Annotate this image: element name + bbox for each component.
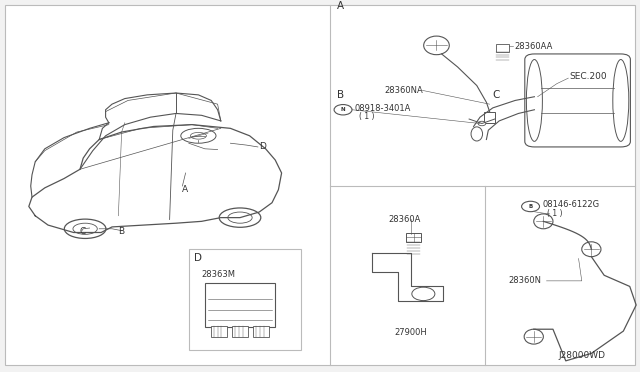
Bar [232, 326, 248, 337]
Text: N: N [340, 107, 346, 112]
Text: 28360AA: 28360AA [514, 42, 552, 51]
Text: 28360NA: 28360NA [384, 86, 423, 95]
Circle shape [478, 121, 486, 126]
Ellipse shape [73, 223, 97, 234]
Ellipse shape [181, 128, 216, 143]
Text: J28000WD: J28000WD [558, 351, 605, 360]
Text: B: B [118, 227, 125, 236]
Ellipse shape [65, 219, 106, 238]
Bar [211, 326, 227, 337]
Circle shape [334, 105, 352, 115]
Ellipse shape [526, 60, 543, 141]
Text: C: C [493, 90, 500, 100]
Circle shape [522, 201, 540, 212]
Bar [253, 326, 269, 337]
Text: A: A [337, 1, 344, 11]
Ellipse shape [471, 127, 483, 141]
Text: C: C [80, 227, 86, 236]
Text: 08918-3401A: 08918-3401A [355, 104, 411, 113]
Bar [406, 233, 422, 242]
Text: ( 1 ): ( 1 ) [547, 209, 562, 218]
Text: 28360N: 28360N [508, 276, 541, 285]
FancyBboxPatch shape [525, 54, 630, 147]
Ellipse shape [424, 36, 449, 55]
Ellipse shape [613, 60, 628, 141]
Text: A: A [182, 185, 189, 193]
Text: 28360A: 28360A [388, 215, 420, 224]
Bar [496, 44, 509, 52]
Text: D: D [194, 253, 202, 263]
Text: 28363M: 28363M [202, 270, 236, 279]
Bar [205, 283, 275, 327]
Text: ( 1 ): ( 1 ) [359, 112, 374, 121]
Ellipse shape [191, 132, 206, 139]
Text: B: B [337, 90, 344, 100]
Text: SEC.200: SEC.200 [570, 72, 607, 81]
Bar [484, 112, 495, 123]
Text: 27900H: 27900H [395, 328, 428, 337]
Text: 08146-6122G: 08146-6122G [542, 200, 599, 209]
Ellipse shape [219, 208, 261, 227]
Ellipse shape [524, 329, 543, 344]
Circle shape [412, 287, 435, 301]
Text: B: B [529, 204, 532, 209]
Ellipse shape [228, 212, 252, 223]
Bar [189, 249, 301, 350]
Ellipse shape [534, 214, 553, 229]
Ellipse shape [582, 242, 601, 257]
Text: D: D [259, 142, 266, 151]
